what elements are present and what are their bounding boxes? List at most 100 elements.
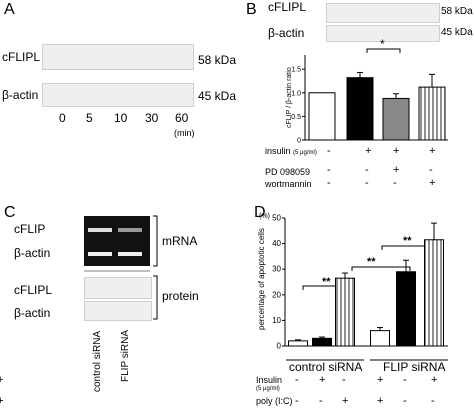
panel-d-ylabel: percentage of apoptotic cells [257,228,266,330]
panel-b-ytick-label: 0 [297,138,301,145]
panel-d-sign: - [295,395,299,407]
panel-d-ytick-label: 0 [277,342,282,351]
panel-d-letter: D [254,204,266,221]
panel-d-sign: - [403,374,407,386]
panel-b-sign: - [429,164,433,176]
panel-a-kda-58: 58 kDa [198,53,237,67]
panel-d-ytick-label: 40 [272,239,281,248]
panel-b-sign: - [365,177,369,189]
panel-c-row-label: β-actin [14,246,51,260]
panel-a-time: 0 [59,111,66,125]
panel-b-chart: 0 0.5 1.0 1.5 [291,55,448,145]
panel-b-bar [418,86,446,141]
panel-c-blot-cflip [84,277,152,299]
panel-b-cond-label: wortmannin [265,179,312,189]
panel-d-sig-star: ** [403,235,412,247]
panel-d-cond-label: Insulin [256,375,283,385]
panel-b-blot-cflip [326,3,440,23]
panel-c-bracket-line [153,215,158,267]
panel-c-gel-band [88,252,112,256]
panel-a-letter: A [4,1,15,18]
panel-d-sign: + [0,395,4,407]
panel-d-sign: + [377,374,384,386]
panel-c-gel-mrna [84,216,150,266]
panel-b-cond-insulin: insulin (5 µg/ml) [265,146,317,156]
panel-b-ytick-label: 1.5 [291,67,301,74]
panel-a-time: 60 [175,111,189,125]
panel-b-cond-label: insulin [265,146,291,156]
panel-d-sign: - [0,374,1,386]
panel-d-sign: - [403,395,407,407]
panel-d-sign: + [0,374,4,386]
panel-d-sign: + [342,395,349,407]
panel-c-lane-label: FLIP siRNA [120,329,131,382]
panel-b-ytick-label: 0.5 [291,114,301,121]
panel-d-sig-star: ** [322,276,331,288]
panel-b-blot-actin [326,25,440,42]
panel-d-sign: + [377,395,384,407]
panel-d-sig-star: ** [367,256,376,268]
panel-a-kda-45: 45 kDa [198,89,237,103]
panel-b-kda-45: 45 kDa [441,27,473,38]
panel-d-sign: + [431,374,438,386]
panel-c-bracket-line [153,275,158,320]
panel-d-bar [288,340,308,347]
panel-a-blot-actin [42,83,194,107]
panel-d-cond-label: poly (I:C) [256,396,293,406]
panel-d-sign: + [0,395,4,407]
panel-a-time: 30 [145,111,159,125]
panel-d-ytick-label: 50 [272,214,281,223]
panel-d-cond-label-sub: (5 µg/ml) [256,386,280,392]
panel-d-ytick-label: 20 [272,290,281,299]
panel-d-sign: - [431,395,435,407]
panel-b-letter: B [246,1,257,18]
panel-d-unit: (%) [259,213,270,220]
panel-a-time-unit: (min) [174,128,195,138]
panel-b-sign: + [429,177,436,189]
panel-b-bar [346,77,374,141]
panel-d-bar [396,271,416,347]
panel-d-sign: + [319,374,326,386]
panel-c-gel-band [88,228,112,232]
panel-a-row-label-cflip: cFLIPL [2,50,41,64]
panel-c-gel-band [118,252,142,256]
panel-d-ytick-label: 30 [272,265,281,274]
panel-d-sig-bracket [351,266,411,271]
panel-a-time: 10 [114,111,128,125]
panel-b-sign: - [327,164,331,176]
panel-b-bar [308,92,336,141]
panel-b-row-label-cflip: cFLIPL [268,0,307,14]
panel-c-gel-band [118,228,142,232]
panel-d-group-label: control siRNA [289,360,363,374]
panel-b-kda-58: 58 kDa [441,6,473,17]
panel-b-cond-label: PD 098059 [265,167,311,177]
panel-b-sign: - [365,164,369,176]
panel-b-sig-star: * [380,37,385,51]
panel-b-sign: + [429,145,436,157]
panel-c-bracket-protein: protein [162,289,199,303]
panel-b-sign: - [327,145,331,157]
panel-b-cond-label-sub: (5 µg/ml) [293,150,317,156]
panel-b-sign: - [327,177,331,189]
panel-d-bar [424,239,444,347]
panel-d-sign: - [295,374,299,386]
panel-c-blot-actin [84,301,152,321]
panel-a-row-label-actin: β-actin [2,88,39,102]
panel-b-ytick-label: 1.0 [291,90,301,97]
panel-d-bar [370,330,390,347]
panel-c-row-label: cFLIPL [14,283,53,297]
panel-d-bar [312,337,332,347]
panel-b-sign: + [393,145,400,157]
panel-b-row-label-actin: β-actin [268,26,305,40]
panel-b-bar [382,97,410,141]
panel-a-blot-cflip [42,44,194,70]
panel-d-sign: - [319,395,323,407]
panel-a-time: 5 [86,111,93,125]
panel-d-sign: - [342,374,346,386]
panel-d-group-label: FLIP siRNA [383,360,446,374]
panel-d-bar [335,277,355,347]
panel-c-row-label: cFLIP [14,222,46,236]
panel-b-sign: - [393,177,397,189]
panel-b-sig-bracket [366,48,401,53]
